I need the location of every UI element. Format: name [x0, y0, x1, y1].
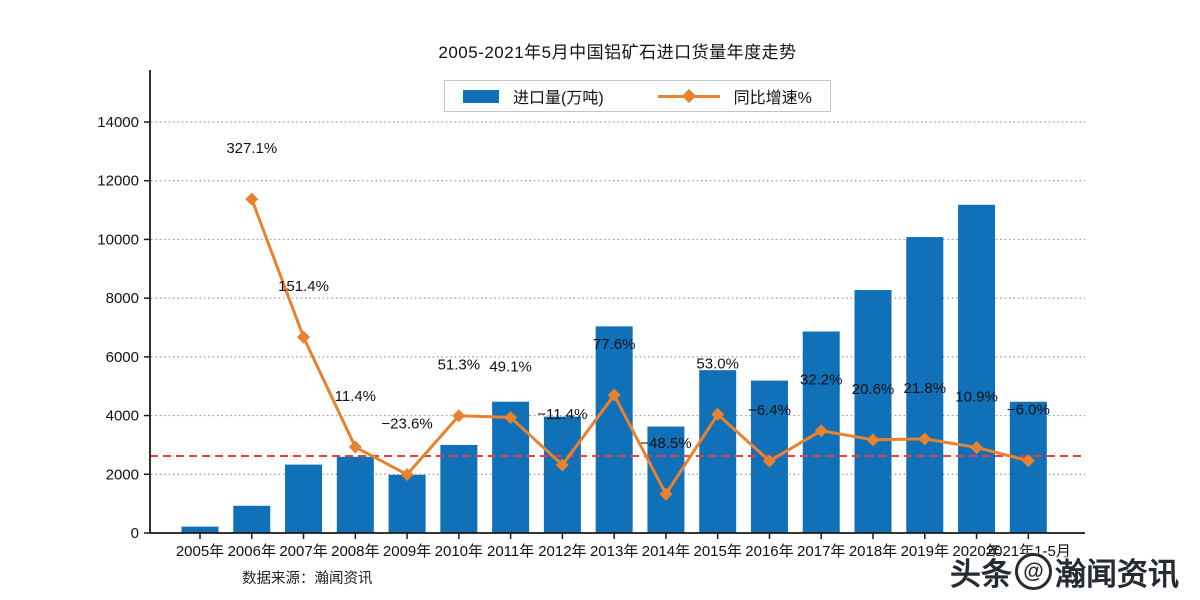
bar [388, 474, 426, 533]
growth-data-label: 53.0% [696, 355, 739, 372]
y-tick-label: 12000 [97, 173, 139, 190]
line-marker [245, 192, 259, 206]
line-marker [555, 458, 569, 472]
growth-data-label: 11.4% [335, 388, 376, 405]
chart-legend: 进口量(万吨) 同比增速% [444, 80, 831, 112]
growth-data-label: 77.6% [593, 336, 636, 353]
chart-title: 2005-2021年5月中国铝矿石进口货量年度走势 [438, 43, 797, 62]
bar [854, 290, 892, 533]
y-tick-label: 6000 [106, 349, 139, 366]
growth-data-label: −48.5% [640, 435, 691, 452]
bar [440, 444, 478, 533]
growth-data-label: 20.6% [852, 381, 895, 398]
legend-line-swatch [657, 88, 720, 104]
line-marker [504, 410, 518, 424]
growth-data-label: 49.1% [489, 358, 532, 375]
growth-data-label: 51.3% [438, 357, 481, 374]
y-tick-label: 2000 [106, 466, 139, 483]
line-marker [711, 407, 725, 421]
legend-line-label: 同比增速% [733, 90, 812, 107]
x-tick-label: 2019年 [901, 543, 949, 560]
bar [543, 416, 581, 533]
line-marker [970, 440, 984, 454]
x-tick-label: 2013年 [590, 543, 638, 560]
growth-data-label: −23.6% [381, 416, 432, 433]
bar [336, 456, 374, 533]
line-marker [918, 432, 932, 446]
watermark-name: 瀚闻资讯 [1055, 557, 1179, 592]
legend-bar-label: 进口量(万吨) [513, 90, 604, 107]
y-tick-label: 8000 [106, 290, 139, 307]
bar [647, 426, 685, 533]
growth-data-label: 21.8% [904, 380, 947, 397]
bar [1009, 401, 1047, 533]
bar [699, 370, 737, 533]
data-source-note: 数据来源：瀚闻资讯 [242, 571, 373, 587]
growth-data-label: −6.4% [748, 402, 791, 419]
bar [906, 237, 944, 533]
bar [595, 326, 633, 533]
bar [233, 505, 271, 533]
x-tick-label: 2005年 [176, 543, 224, 560]
x-tick-label: 2009年 [383, 543, 431, 560]
watermark-prefix: 头条 [950, 557, 1012, 592]
x-tick-label: 2012年 [538, 543, 586, 560]
x-tick-label: 2006年 [228, 543, 276, 560]
line-marker [1021, 454, 1035, 468]
line-marker [348, 440, 362, 454]
growth-data-label: 10.9% [955, 388, 998, 405]
x-tick-label: 2007年 [279, 543, 327, 560]
y-tick-label: 4000 [106, 408, 139, 425]
growth-data-label: 151.4% [278, 278, 329, 295]
x-tick-label: 2016年 [745, 543, 793, 560]
x-tick-label: 2010年 [435, 543, 483, 560]
line-marker [814, 424, 828, 438]
growth-data-label: 327.1% [226, 140, 277, 157]
bar [285, 464, 323, 533]
x-tick-label: 2011年 [487, 543, 534, 560]
line-marker [297, 330, 311, 344]
line-marker [400, 468, 414, 482]
x-tick-label: 2021年1-5月 [986, 543, 1071, 560]
x-tick-label: 2018年 [849, 543, 897, 560]
x-tick-label: 2015年 [694, 543, 742, 560]
bar [181, 526, 219, 533]
line-marker [762, 454, 776, 468]
line-marker [866, 433, 880, 447]
line-marker [452, 409, 466, 423]
growth-line [250, 198, 1029, 496]
watermark: 头条 @ 瀚闻资讯 [950, 549, 1179, 594]
bar [958, 204, 996, 533]
growth-data-label: 32.2% [800, 372, 843, 389]
line-marker [659, 487, 673, 501]
x-tick-label: 2017年 [797, 543, 845, 560]
x-tick-label: 2008年 [331, 543, 379, 560]
y-tick-label: 14000 [97, 114, 139, 131]
x-tick-label: 2020年 [952, 543, 1000, 560]
watermark-at-icon: @ [1015, 553, 1052, 590]
line-marker [607, 388, 621, 402]
growth-data-label: −11.4% [537, 406, 587, 423]
y-tick-label: 0 [131, 525, 139, 542]
y-tick-label: 10000 [97, 231, 139, 248]
x-tick-label: 2014年 [642, 543, 690, 560]
legend-bar-swatch [463, 89, 499, 103]
growth-data-label: −6.0% [1007, 402, 1050, 419]
